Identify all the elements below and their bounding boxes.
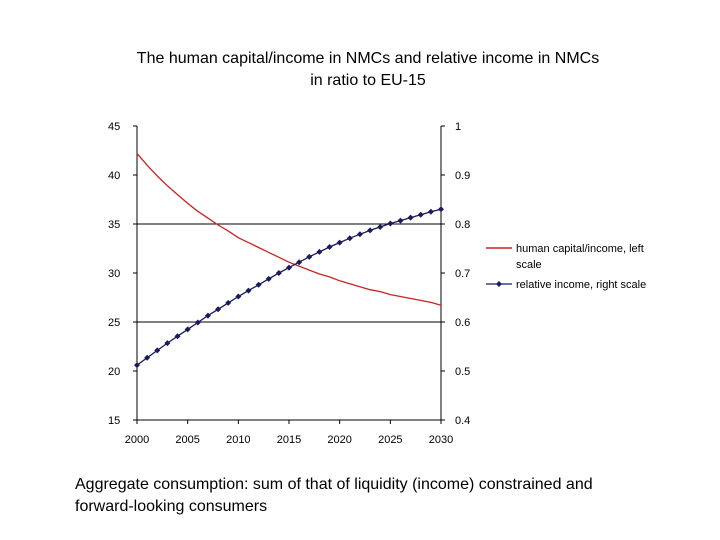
chart-title-line-2: in ratio to EU-15 [310,72,426,89]
x-tick-label: 2000 [125,434,149,446]
series-line-relative-income [136,208,442,366]
relative-income-marker [194,319,201,326]
right-tick-label: 0.4 [455,415,470,427]
series-line-human-capital [136,152,442,306]
right-tick-label: 0.9 [455,170,470,182]
caption-line-1: Aggregate consumption: sum of that of li… [75,476,593,493]
left-tick-label: 35 [108,219,120,231]
x-tick-label: 2025 [378,434,402,446]
x-tick-label: 2020 [327,434,351,446]
relative-income-marker [417,211,424,218]
legend-label-human-capital-2: scale [516,259,542,271]
right-tick-label: 1 [455,121,461,133]
relative-income-marker [407,214,414,221]
x-tick-label: 2030 [429,434,453,446]
relative-income-marker [255,281,262,288]
relative-income-marker [387,220,394,227]
caption-line-2: forward-looking consumers [75,498,268,515]
left-tick-label: 15 [108,415,120,427]
relative-income-marker [356,231,363,238]
left-tick-label: 40 [108,170,120,182]
legend-label-relative-income: relative income, right scale [516,279,646,291]
relative-income-marker [134,362,140,369]
relative-income-marker [326,244,333,251]
left-tick-label: 30 [108,268,120,280]
relative-income-marker [225,299,232,306]
relative-income-marker [275,270,282,276]
x-tick-label: 2005 [175,434,199,446]
left-tick-label: 25 [108,317,120,329]
relative-income-marker [174,333,181,340]
relative-income-marker [286,264,292,271]
relative-income-marker [265,275,272,282]
chart-title-line-1: The human capital/income in NMCs and rel… [136,50,600,67]
legend-marker-relative-income [496,281,502,287]
relative-income-marker [245,287,252,294]
right-tick-label: 0.6 [455,317,470,329]
relative-income-marker [235,293,242,300]
relative-income-marker [397,217,404,224]
x-tick-label: 2010 [226,434,250,446]
caption: Aggregate consumption: sum of that of li… [75,474,695,518]
relative-income-marker [296,259,303,266]
chart-title: The human capital/income in NMCs and rel… [0,48,720,92]
relative-income-marker [144,354,151,361]
x-tick-label: 2015 [277,434,301,446]
legend-label-human-capital: human capital/income, left [516,243,644,255]
left-tick-label: 20 [108,366,120,378]
relative-income-marker [316,248,323,255]
relative-income-marker [438,206,444,213]
relative-income-marker [367,227,374,234]
relative-income-marker [204,312,211,319]
relative-income-marker [346,235,353,242]
relative-income-marker [184,326,191,333]
right-tick-label: 0.7 [455,268,470,280]
relative-income-marker [164,340,171,347]
right-tick-label: 0.5 [455,366,470,378]
relative-income-marker [427,208,434,215]
relative-income-marker [377,223,384,230]
right-tick-label: 0.8 [455,219,470,231]
relative-income-marker [336,239,343,246]
left-tick-label: 45 [108,121,120,133]
relative-income-marker [306,253,313,260]
relative-income-marker [215,306,222,313]
relative-income-marker [154,347,161,354]
